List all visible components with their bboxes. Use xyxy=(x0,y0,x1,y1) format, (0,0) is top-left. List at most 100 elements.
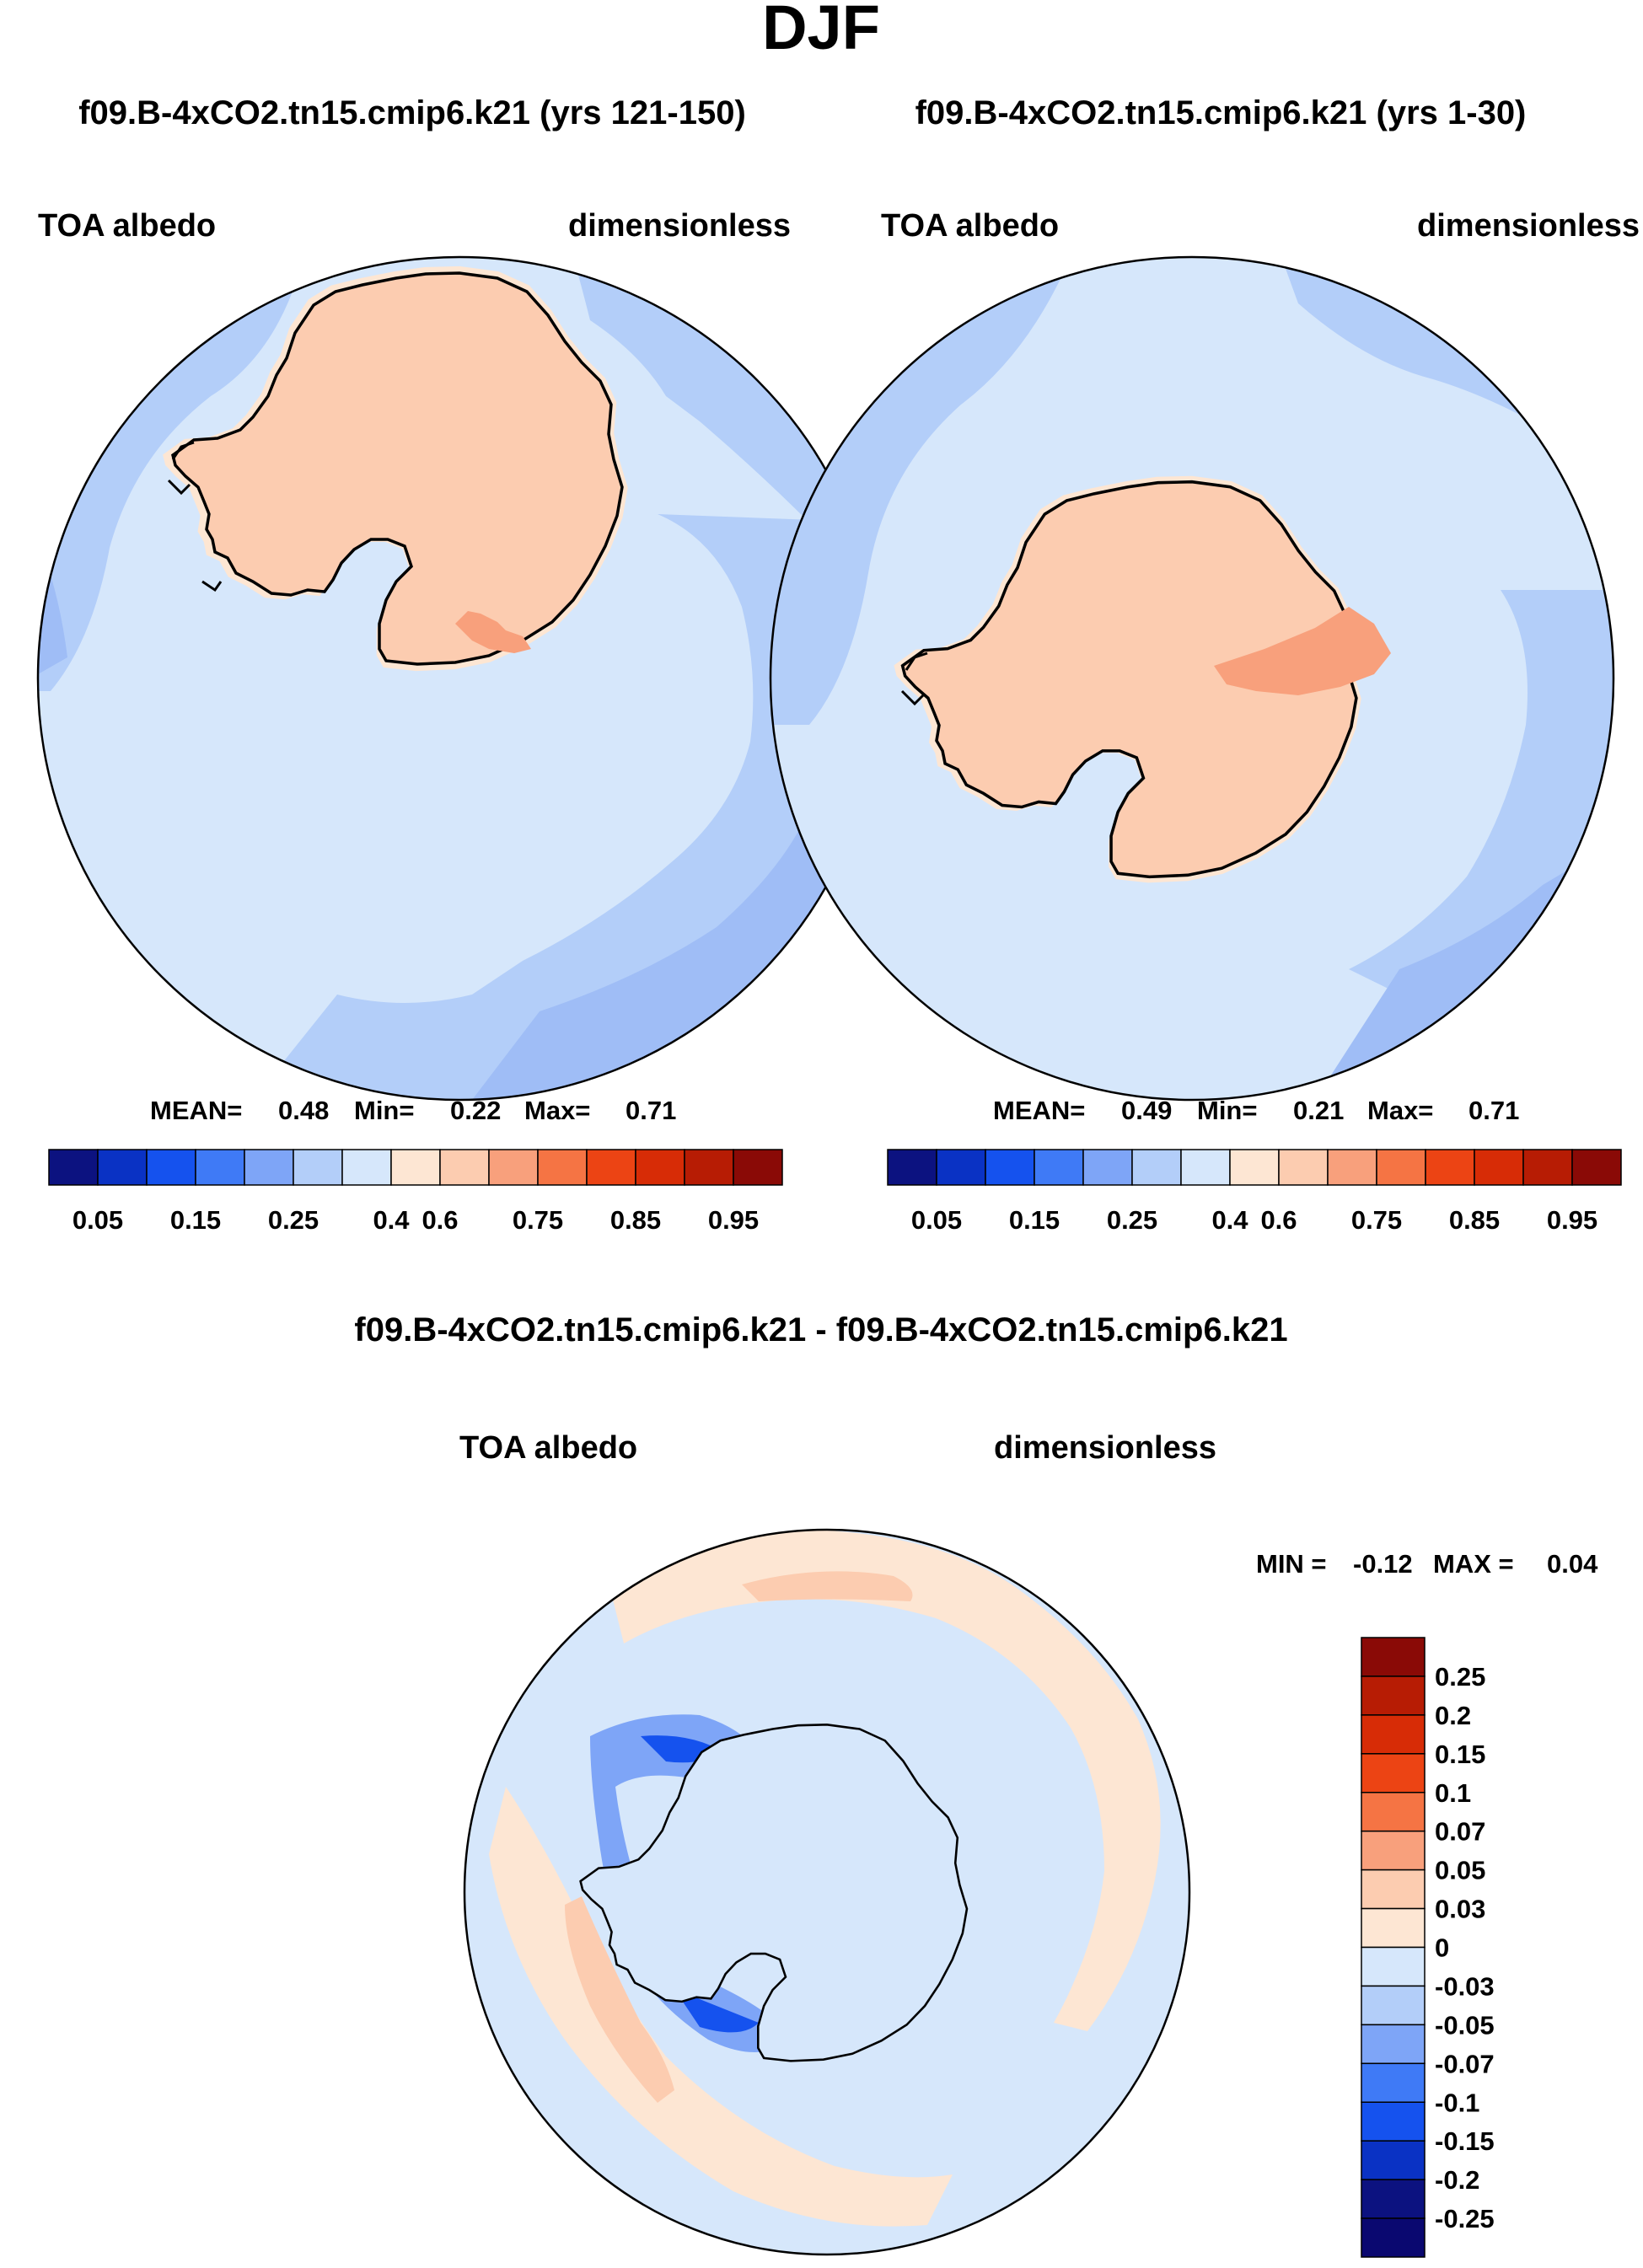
colorbar-swatch xyxy=(733,1149,783,1186)
panel-left: f09.B-4xCO2.tn15.cmip6.k21 (yrs 121-150)… xyxy=(36,94,883,1235)
colorbar-label: 0.85 xyxy=(1449,1205,1500,1235)
stat-mean-value: 0.49 xyxy=(1121,1096,1172,1125)
panel-right-map-border xyxy=(769,255,1615,1102)
colorbar-label: -0.15 xyxy=(1435,2126,1495,2156)
colorbar-swatch xyxy=(48,1149,99,1186)
colorbar-label: 0.15 xyxy=(170,1205,221,1235)
colorbar-swatch xyxy=(1376,1149,1426,1186)
panel-right-stats: MEAN= 0.49 Min= 0.21 Max= 0.71 xyxy=(993,1096,1519,1125)
colorbar-swatch xyxy=(1361,2217,1426,2258)
colorbar-swatch xyxy=(1278,1149,1329,1186)
colorbar-label: 0.07 xyxy=(1435,1817,1485,1847)
panel-diff-map xyxy=(464,1530,1189,2255)
panel-left-colorbar: 0.05 0.15 0.25 0.4 0.6 0.75 0.85 0.95 xyxy=(48,1149,783,1235)
colorbar-label: 0.25 xyxy=(268,1205,319,1235)
colorbar-swatch xyxy=(1571,1149,1622,1186)
colorbar-label: -0.03 xyxy=(1435,1971,1495,2001)
colorbar-label: 0.85 xyxy=(610,1205,661,1235)
plateau-high-albedo xyxy=(455,611,531,653)
colorbar-swatch xyxy=(1361,1869,1426,1910)
colorbar-label: 0 xyxy=(1435,1933,1449,1963)
colorbar-swatch xyxy=(195,1149,245,1186)
panel-diff-colorbar: 0.25 0.2 0.15 0.1 0.07 0.05 0.03 0 -0.03 -0.05 -0.… xyxy=(1361,1637,1495,2258)
colorbar-label: 0.75 xyxy=(513,1205,563,1235)
colorbar-swatch xyxy=(1522,1149,1573,1186)
colorbar-swatch xyxy=(1361,2024,1426,2065)
coastline-detail xyxy=(900,651,928,706)
colorbar-label: -0.1 xyxy=(1435,2088,1479,2117)
colorbar-label: 0.95 xyxy=(1547,1205,1597,1235)
colorbar-label: -0.25 xyxy=(1435,2204,1495,2233)
panel-right: f09.B-4xCO2.tn15.cmip6.k21 (yrs 1-30) TO… xyxy=(769,94,1640,1235)
colorbar-label: 0.4 xyxy=(1211,1205,1248,1235)
colorbar-swatch xyxy=(1361,1714,1426,1755)
colorbar-label: 0.75 xyxy=(1351,1205,1402,1235)
colorbar-label: 0.05 xyxy=(911,1205,962,1235)
stat-min-value: 0.22 xyxy=(450,1096,501,1125)
colorbar-label: 0.15 xyxy=(1009,1205,1060,1235)
colorbar-label: -0.2 xyxy=(1435,2165,1479,2195)
colorbar-swatch xyxy=(537,1149,588,1186)
colorbar-swatch xyxy=(97,1149,148,1186)
colorbar-swatch xyxy=(936,1149,986,1186)
minmax-max-value: 0.04 xyxy=(1547,1549,1598,1579)
colorbar-swatch xyxy=(1180,1149,1231,1186)
colorbar-swatch xyxy=(293,1149,343,1186)
colorbar-label: 0.25 xyxy=(1107,1205,1157,1235)
colorbar-label: 0.05 xyxy=(1435,1856,1485,1885)
colorbar-label: 0.15 xyxy=(1435,1740,1485,1769)
colorbar-swatch xyxy=(341,1149,392,1186)
panel-left-units: dimensionless xyxy=(568,208,791,244)
colorbar-swatch xyxy=(1361,1985,1426,2026)
coastline-detail xyxy=(167,441,223,592)
colorbar-label: 0.6 xyxy=(421,1205,458,1235)
colorbar-label: 0.05 xyxy=(72,1205,123,1235)
stat-max-label: Max= xyxy=(1367,1096,1433,1125)
colorbar-swatch xyxy=(1361,1753,1426,1793)
panel-left-case-title: f09.B-4xCO2.tn15.cmip6.k21 (yrs 121-150) xyxy=(78,94,746,131)
panel-left-map xyxy=(38,257,881,1100)
stat-max-label: Max= xyxy=(524,1096,590,1125)
colorbar-swatch xyxy=(985,1149,1035,1186)
positive-anomaly-core xyxy=(565,1896,674,2103)
colorbar-swatch xyxy=(1361,1792,1426,1832)
colorbar-swatch xyxy=(1361,1637,1426,1677)
plateau-high-albedo xyxy=(1214,607,1391,695)
panel-diff-case-title: f09.B-4xCO2.tn15.cmip6.k21 - f09.B-4xCO2… xyxy=(354,1311,1287,1348)
colorbar-swatch xyxy=(1327,1149,1377,1186)
panel-right-variable: TOA albedo xyxy=(881,208,1059,244)
colorbar-label: 0.25 xyxy=(1435,1662,1485,1692)
panel-right-case-title: f09.B-4xCO2.tn15.cmip6.k21 (yrs 1-30) xyxy=(915,94,1527,131)
colorbar-swatch xyxy=(1361,1907,1426,1949)
colorbar-label: 0.2 xyxy=(1435,1701,1471,1730)
colorbar-swatch xyxy=(1361,1830,1426,1871)
colorbar-label: -0.07 xyxy=(1435,2049,1495,2078)
stat-min-value: 0.21 xyxy=(1293,1096,1344,1125)
panel-left-stats: MEAN= 0.48 Min= 0.22 Max= 0.71 xyxy=(150,1096,676,1125)
positive-anomaly-band xyxy=(607,1530,1161,2031)
colorbar-label: 0.6 xyxy=(1260,1205,1297,1235)
stat-max-value: 0.71 xyxy=(626,1096,676,1125)
colorbar-swatch xyxy=(684,1149,734,1186)
stat-mean-label: MEAN= xyxy=(993,1096,1085,1125)
colorbar-label: 0.1 xyxy=(1435,1778,1471,1808)
colorbar-swatch xyxy=(1425,1149,1475,1186)
colorbar-swatch xyxy=(635,1149,685,1186)
panel-diff-units: dimensionless xyxy=(994,1430,1216,1466)
colorbar-swatch xyxy=(488,1149,539,1186)
colorbar-swatch xyxy=(1361,2062,1426,2103)
colorbar-swatch xyxy=(1361,1946,1426,1987)
minmax-min-value: -0.12 xyxy=(1353,1549,1413,1579)
panel-diff-minmax: MIN = -0.12 MAX = 0.04 xyxy=(1256,1549,1598,1579)
positive-anomaly-band xyxy=(489,1787,953,2227)
colorbar-label: -0.05 xyxy=(1435,2010,1495,2040)
colorbar-swatch xyxy=(1361,2140,1426,2180)
minmax-min-label: MIN = xyxy=(1256,1549,1327,1579)
colorbar-swatch xyxy=(586,1149,636,1186)
colorbar-swatch xyxy=(244,1149,294,1186)
panel-right-colorbar: 0.05 0.15 0.25 0.4 0.6 0.75 0.85 0.95 xyxy=(887,1149,1622,1235)
colorbar-swatch xyxy=(1082,1149,1133,1186)
colorbar-label: 0.4 xyxy=(373,1205,410,1235)
panel-right-map xyxy=(770,257,1613,1100)
